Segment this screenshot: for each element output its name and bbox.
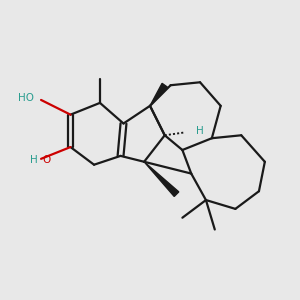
Polygon shape <box>150 83 167 106</box>
Polygon shape <box>144 162 179 196</box>
Text: HO: HO <box>18 94 34 103</box>
Text: O: O <box>42 155 50 165</box>
Text: H: H <box>30 155 38 165</box>
Text: H: H <box>196 126 203 136</box>
